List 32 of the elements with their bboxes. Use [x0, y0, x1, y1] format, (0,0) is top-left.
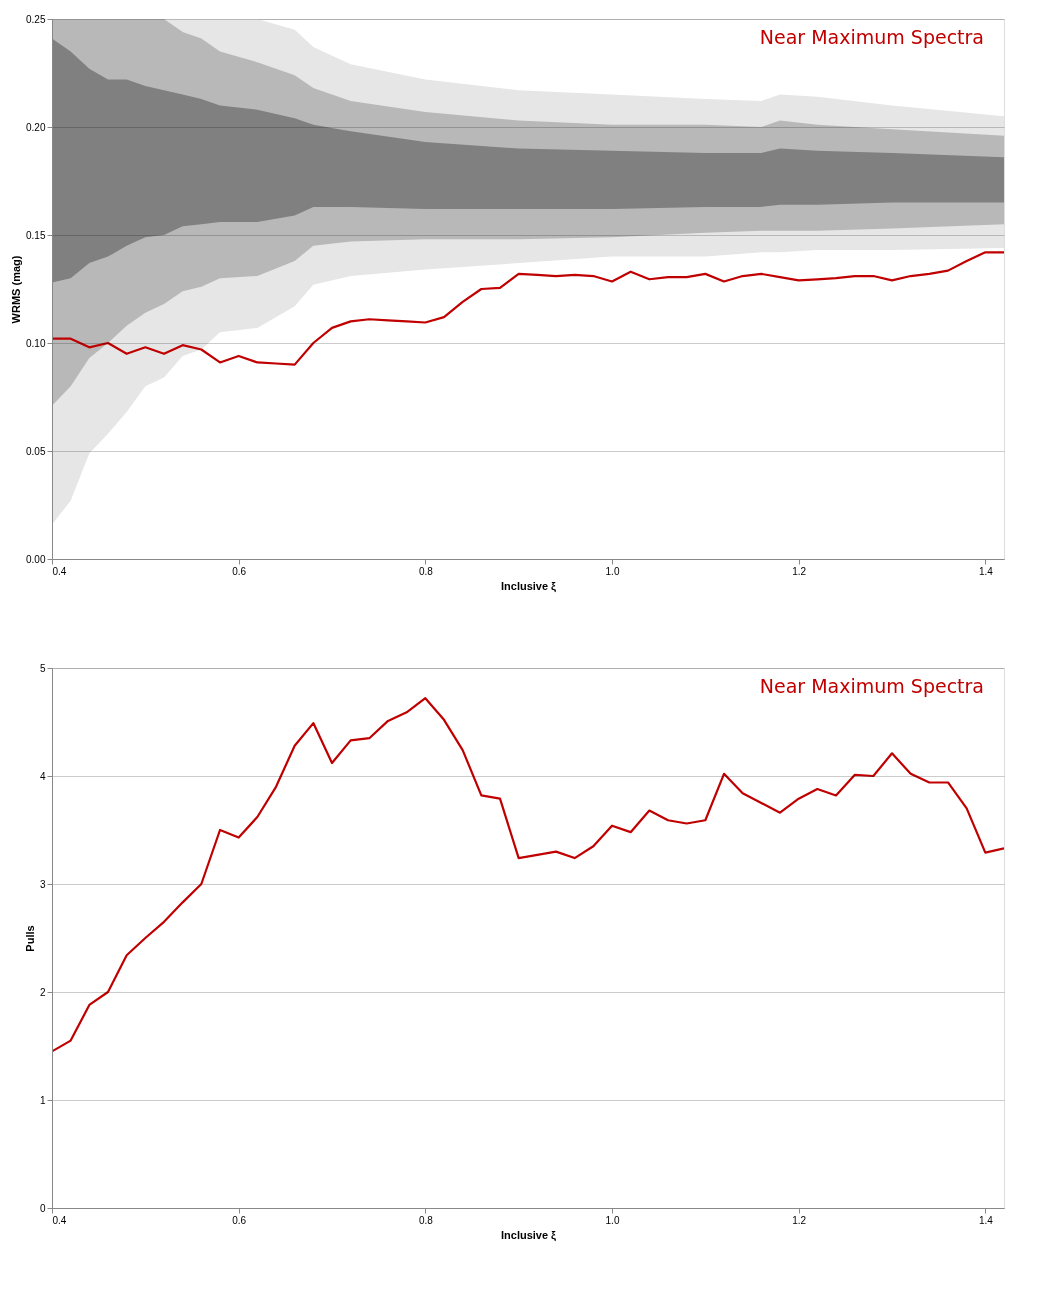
y-axis-title: WRMS (mag)	[10, 255, 23, 324]
annotation: Near Maximum Spectra	[759, 26, 984, 48]
x-tick-label: 1.0	[605, 1214, 620, 1226]
y-tick-label: 1	[39, 1094, 46, 1106]
y-tick-label: 0.25	[26, 13, 46, 25]
x-tick-label: 1.4	[978, 565, 994, 577]
line-series	[52, 251, 1004, 366]
annotation: Near Maximum Spectra	[759, 675, 984, 697]
y-axis-title: Pulls	[23, 925, 36, 952]
y-tick-label: 0	[39, 1202, 46, 1214]
x-axis-title: Inclusive ξ	[500, 579, 557, 593]
y-tick-label: 0.15	[26, 229, 46, 241]
y-tick-label: 0.20	[26, 121, 46, 133]
x-tick-label: 1.2	[792, 1214, 807, 1226]
x-tick-label: 1.0	[605, 565, 620, 577]
x-tick-label: 1.4	[978, 1214, 994, 1226]
x-tick-label: 1.2	[792, 565, 807, 577]
y-tick-label: 0.10	[26, 337, 46, 349]
x-tick-label: 0.6	[232, 565, 247, 577]
y-tick-label: 5	[39, 662, 46, 674]
y-tick-label: 4	[39, 770, 46, 782]
line-series	[52, 697, 1004, 1053]
x-tick-label: 0.8	[418, 565, 434, 577]
y-tick-label: 2	[39, 986, 46, 998]
x-tick-label: 0.8	[418, 1214, 434, 1226]
x-axis-title: Inclusive ξ	[500, 1228, 557, 1242]
x-tick-label: 0.4	[52, 1214, 67, 1226]
x-tick-label: 0.4	[52, 565, 67, 577]
x-tick-label: 0.6	[232, 1214, 247, 1226]
y-tick-label: 3	[39, 878, 46, 890]
y-tick-label: 0.00	[26, 553, 46, 565]
y-tick-label: 0.05	[26, 445, 46, 457]
